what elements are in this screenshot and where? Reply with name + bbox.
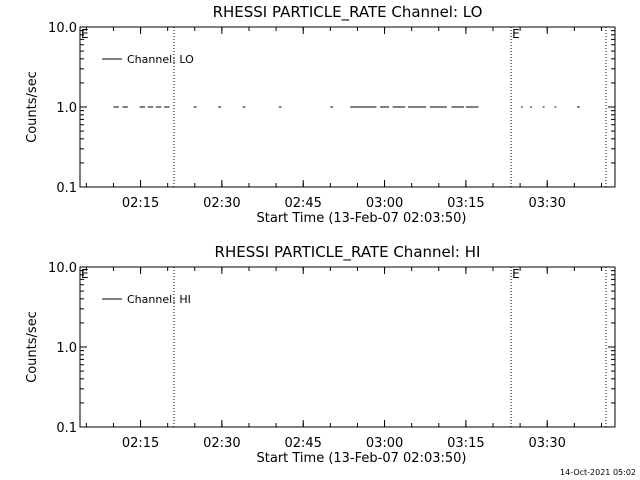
flag-label: E (512, 27, 520, 41)
x-tick-label: 02:45 (284, 436, 321, 451)
flag-label: E (81, 267, 89, 281)
chart-panel-1: RHESSI PARTICLE_RATE Channel: HI 10.0 1.0 0… (25, 243, 616, 466)
legend-label: Channel: HI (127, 293, 191, 306)
x-axis-label: Start Time (13-Feb-07 02:03:50) (257, 211, 467, 226)
flag-label: E (512, 267, 520, 281)
y-tick-label: 1.0 (56, 341, 77, 356)
footer-timestamp: 14-Oct-2021 05:02 (560, 468, 636, 477)
x-tick-label: 03:15 (447, 436, 484, 451)
y-tick-label: 10.0 (48, 261, 77, 276)
x-tick-label: 03:00 (366, 436, 403, 451)
x-tick-label: 02:30 (203, 196, 240, 211)
x-tick-label: 02:15 (122, 436, 159, 451)
chart-panel-0: RHESSI PARTICLE_RATE Channel: LO 10.0 1.0 0… (25, 3, 616, 226)
x-tick-label: 03:15 (447, 196, 484, 211)
chart-title: RHESSI PARTICLE_RATE Channel: LO (213, 3, 483, 22)
x-tick-label: 03:30 (528, 436, 565, 451)
x-tick-label: 02:30 (203, 436, 240, 451)
flag-label: E (81, 27, 89, 41)
legend: Channel: HI (102, 293, 191, 306)
y-tick-label: 0.1 (56, 421, 77, 436)
x-tick-label: 02:45 (284, 196, 321, 211)
y-tick-label: 0.1 (56, 181, 77, 196)
chart-title: RHESSI PARTICLE_RATE Channel: HI (215, 243, 481, 262)
x-tick-label: 02:15 (122, 196, 159, 211)
legend-label: Channel: LO (127, 53, 194, 66)
y-tick-label: 1.0 (56, 101, 77, 116)
y-tick-label: 10.0 (48, 21, 77, 36)
x-axis-label: Start Time (13-Feb-07 02:03:50) (257, 451, 467, 466)
legend: Channel: LO (102, 53, 194, 66)
x-tick-label: 03:00 (366, 196, 403, 211)
y-axis-label: Counts/sec (25, 71, 40, 143)
x-tick-label: 03:30 (528, 196, 565, 211)
plot-frame (79, 266, 616, 428)
y-axis-label: Counts/sec (25, 311, 40, 383)
